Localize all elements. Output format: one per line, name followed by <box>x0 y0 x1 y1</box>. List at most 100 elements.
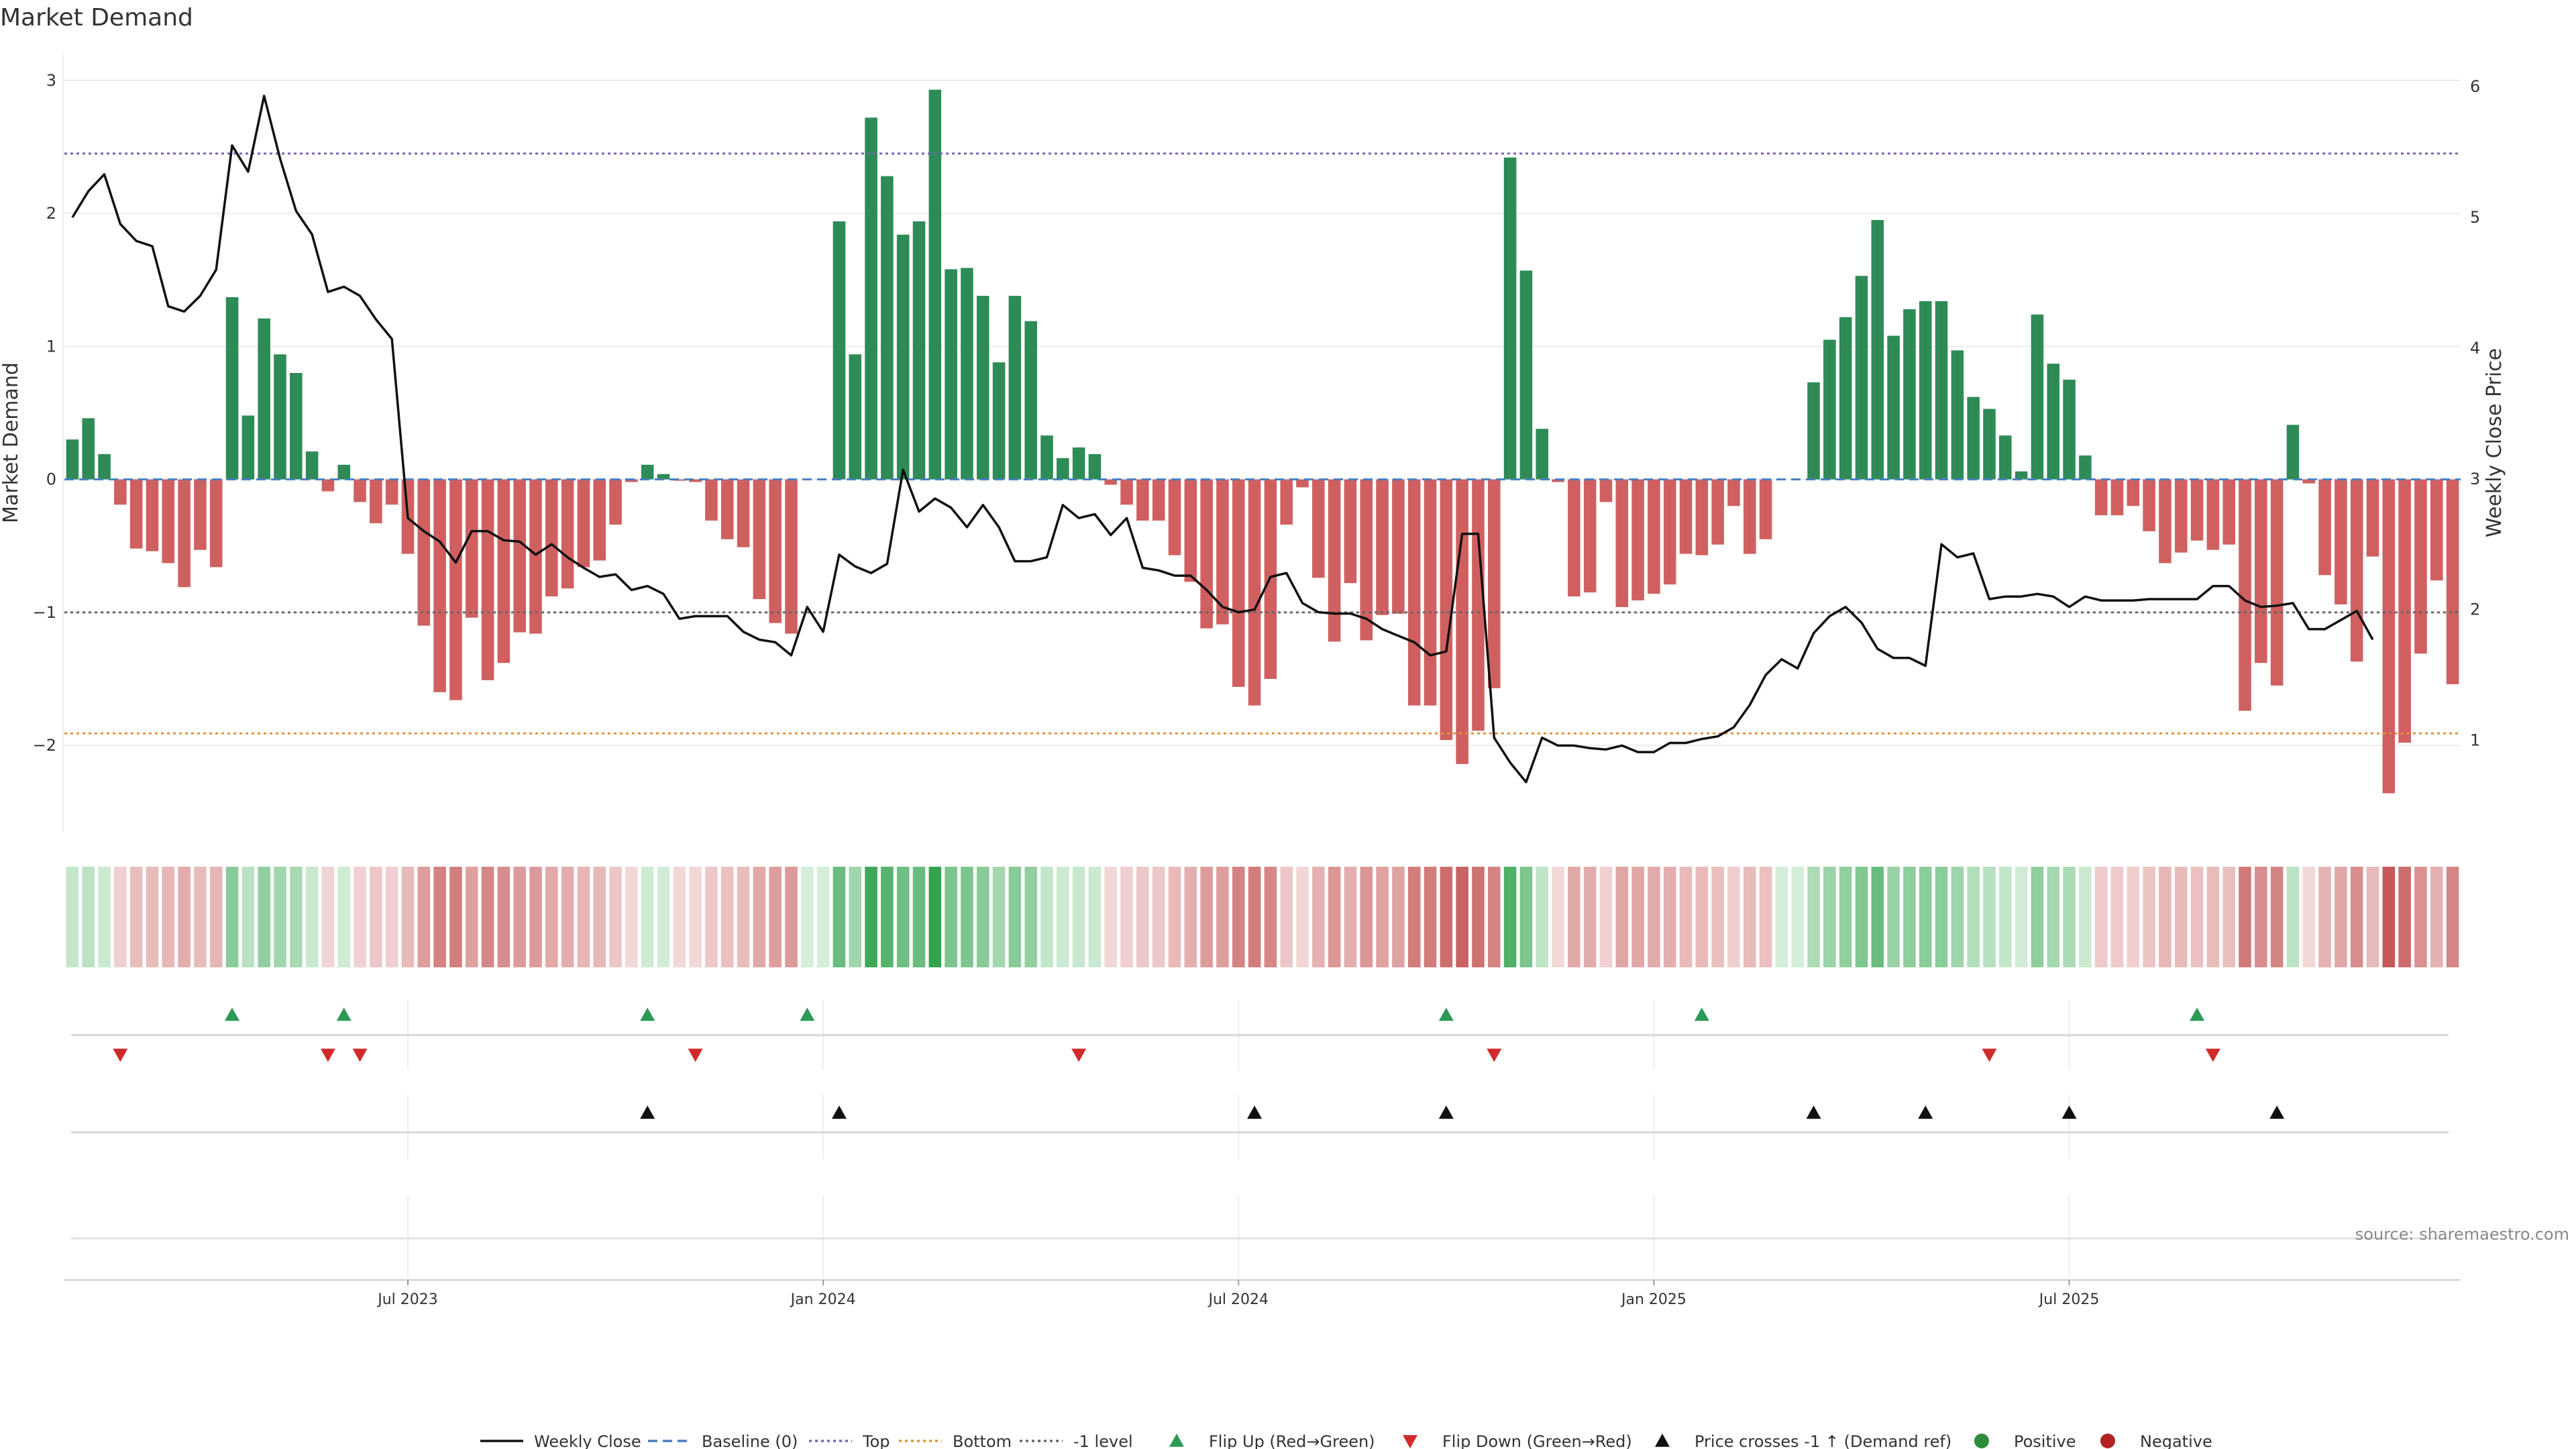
heat-cell <box>385 867 398 967</box>
demand-bar <box>833 221 846 480</box>
demand-bar <box>961 268 973 480</box>
heat-cell <box>1407 867 1421 967</box>
demand-bar <box>1855 276 1868 480</box>
demand-bars <box>66 89 2459 794</box>
demand-bar <box>673 479 686 481</box>
heat-cell <box>1440 867 1453 967</box>
demand-bar <box>1424 479 1437 706</box>
legend-label: Negative <box>2140 1432 2212 1449</box>
heat-cell <box>561 867 574 967</box>
demand-bar <box>641 464 654 480</box>
legend-label: -1 level <box>1073 1432 1133 1449</box>
heat-cell <box>1424 867 1437 967</box>
heat-cell <box>513 867 526 967</box>
heat-cell <box>2430 867 2443 967</box>
heat-cell <box>1328 867 1341 967</box>
flip-down-marker <box>320 1049 335 1062</box>
heat-cell <box>1200 867 1213 967</box>
heat-cell <box>1855 867 1868 967</box>
demand-bar <box>1583 479 1597 593</box>
heat-cell <box>1248 867 1261 967</box>
heat-cell <box>2382 867 2396 967</box>
demand-bar <box>1519 270 1533 480</box>
heat-cell <box>354 867 366 967</box>
demand-bar <box>2302 479 2316 484</box>
right-tick-label: 1 <box>2470 731 2480 750</box>
date-tick-label: Jan 2025 <box>1620 1291 1686 1308</box>
heat-cell <box>1871 867 1884 967</box>
demand-bar <box>593 479 606 561</box>
heat-cell <box>545 867 558 967</box>
heat-cell <box>1472 867 1485 967</box>
heat-cell <box>1392 867 1405 967</box>
heat-cell <box>401 867 415 967</box>
heat-cell <box>98 867 111 967</box>
source-note: source: sharemaestro.com <box>2355 1225 2569 1244</box>
heat-cell <box>1184 867 1197 967</box>
demand-bar <box>114 479 127 505</box>
demand-bar <box>2110 479 2124 516</box>
demand-bar <box>1168 479 1181 555</box>
price-cross-marker <box>831 1106 847 1119</box>
heat-cell <box>2286 867 2300 967</box>
left-tick-label: −2 <box>33 736 56 755</box>
demand-bar <box>1967 396 1980 480</box>
heat-cell <box>465 867 478 967</box>
demand-bar <box>992 362 1006 480</box>
heat-cell <box>529 867 542 967</box>
heat-cell <box>1360 867 1373 967</box>
heat-cell <box>1296 867 1309 967</box>
flip-down-marker <box>688 1049 703 1062</box>
heat-cell <box>1568 867 1580 967</box>
heat-cell <box>1120 867 1133 967</box>
left-tick-label: 3 <box>46 71 56 90</box>
heat-cell <box>1344 867 1357 967</box>
demand-bar <box>896 234 910 480</box>
heat-cell <box>2143 867 2155 967</box>
demand-bar <box>1040 435 1053 480</box>
heat-cell <box>417 867 431 967</box>
heat-cell <box>2063 867 2076 967</box>
legend-item: Flip Down (Green→Red) <box>1403 1432 1632 1449</box>
demand-bar <box>2318 479 2331 576</box>
demand-bar <box>849 354 862 480</box>
demand-bar <box>513 479 526 633</box>
demand-bar <box>337 464 351 480</box>
heat-cell <box>2318 867 2331 967</box>
price-cross-panel <box>71 1095 2449 1159</box>
left-tick-label: −1 <box>33 603 56 622</box>
heat-cell <box>816 867 830 967</box>
heat-cell <box>1552 867 1564 967</box>
heat-cell <box>82 867 95 967</box>
demand-bar <box>1456 479 1468 764</box>
demand-bar <box>1488 479 1501 688</box>
demand-bar <box>1120 479 1133 505</box>
heat-cell <box>912 867 926 967</box>
heat-cell <box>1024 867 1037 967</box>
heat-cell <box>1631 867 1644 967</box>
heat-cell <box>2174 867 2188 967</box>
heat-cell <box>2015 867 2028 967</box>
flip-up-marker <box>225 1008 240 1021</box>
demand-bar <box>1344 479 1357 584</box>
heat-cell <box>769 867 782 967</box>
demand-bar <box>609 479 622 525</box>
legend-label: Positive <box>2014 1432 2076 1449</box>
demand-bar <box>2047 364 2060 480</box>
demand-bar <box>1024 321 1037 480</box>
heat-cell <box>2398 867 2411 967</box>
demand-bar <box>976 296 989 480</box>
demand-bar <box>1407 479 1421 706</box>
demand-bar <box>2350 479 2363 662</box>
heat-cell <box>1663 867 1676 967</box>
heat-cell <box>2031 867 2044 967</box>
heat-cell <box>66 867 79 967</box>
right-tick-label: 5 <box>2470 208 2480 227</box>
heat-cell <box>1104 867 1118 967</box>
demand-bar <box>912 221 926 480</box>
demand-bar <box>2015 471 2028 480</box>
heat-cell <box>737 867 750 967</box>
demand-bar <box>274 354 286 480</box>
flip-up-marker <box>336 1008 352 1021</box>
demand-bar <box>1871 220 1884 480</box>
